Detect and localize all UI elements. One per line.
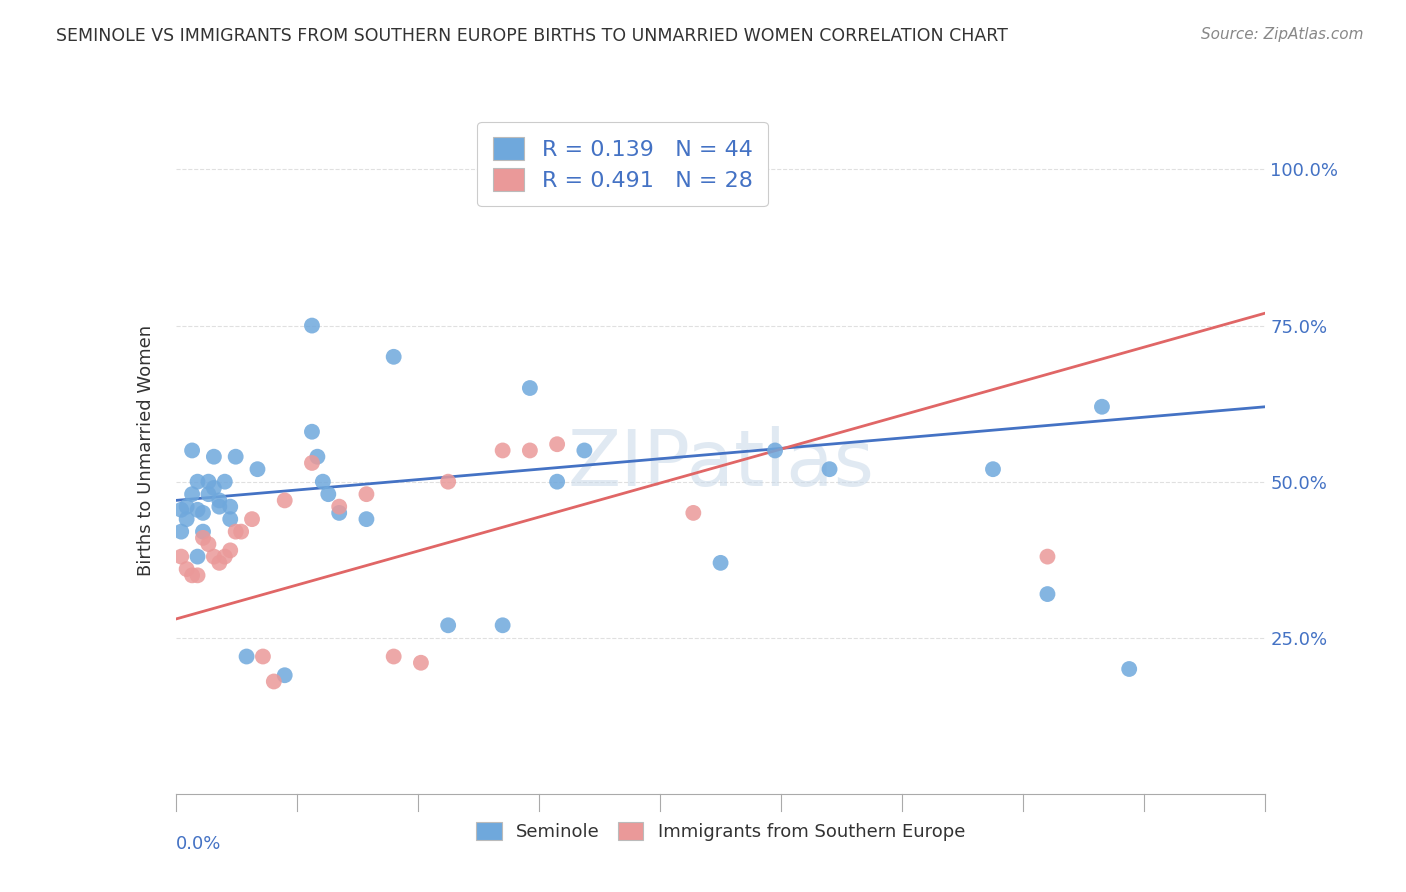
Point — [409, 656, 432, 670]
Text: SEMINOLE VS IMMIGRANTS FROM SOUTHERN EUROPE BIRTHS TO UNMARRIED WOMEN CORRELATIO: SEMINOLE VS IMMIGRANTS FROM SOUTHERN EUR… — [56, 27, 1008, 45]
Point — [208, 556, 231, 570]
Point — [231, 524, 253, 539]
Text: 0.0%: 0.0% — [176, 835, 221, 853]
Point — [186, 549, 209, 564]
Point — [382, 350, 405, 364]
Point — [328, 500, 350, 514]
Point — [225, 450, 247, 464]
Point — [176, 562, 198, 576]
Point — [356, 487, 378, 501]
Point — [240, 512, 263, 526]
Point — [710, 162, 733, 177]
Point — [214, 475, 236, 489]
Text: Source: ZipAtlas.com: Source: ZipAtlas.com — [1201, 27, 1364, 42]
Point — [301, 318, 323, 333]
Point — [235, 649, 257, 664]
Point — [274, 493, 297, 508]
Point — [763, 443, 786, 458]
Point — [191, 506, 214, 520]
Point — [197, 475, 219, 489]
Point — [202, 481, 225, 495]
Point — [492, 618, 515, 632]
Point — [546, 437, 568, 451]
Point — [574, 443, 596, 458]
Point — [181, 443, 204, 458]
Point — [437, 475, 460, 489]
Point — [437, 618, 460, 632]
Text: ZIPatlas: ZIPatlas — [567, 426, 875, 502]
Point — [981, 462, 1004, 476]
Point — [186, 568, 209, 582]
Point — [170, 524, 193, 539]
Point — [301, 425, 323, 439]
Point — [682, 506, 704, 520]
Point — [191, 524, 214, 539]
Point — [181, 568, 204, 582]
Point — [176, 512, 198, 526]
Point — [191, 531, 214, 545]
Point — [208, 500, 231, 514]
Point — [312, 475, 335, 489]
Point — [301, 456, 323, 470]
Point — [186, 475, 209, 489]
Point — [1118, 662, 1140, 676]
Point — [307, 450, 329, 464]
Legend: Seminole, Immigrants from Southern Europe: Seminole, Immigrants from Southern Europ… — [464, 809, 977, 854]
Point — [225, 524, 247, 539]
Point — [208, 493, 231, 508]
Point — [170, 503, 193, 517]
Point — [219, 543, 242, 558]
Point — [170, 549, 193, 564]
Point — [492, 443, 515, 458]
Point — [197, 537, 219, 551]
Point — [1036, 587, 1059, 601]
Point — [252, 649, 274, 664]
Point — [186, 503, 209, 517]
Point — [219, 500, 242, 514]
Y-axis label: Births to Unmarried Women: Births to Unmarried Women — [136, 325, 155, 576]
Point — [181, 487, 204, 501]
Point — [818, 462, 841, 476]
Point — [197, 487, 219, 501]
Point — [202, 549, 225, 564]
Point — [519, 381, 541, 395]
Point — [1091, 400, 1114, 414]
Point — [519, 443, 541, 458]
Point — [219, 512, 242, 526]
Point — [546, 475, 568, 489]
Point — [274, 668, 297, 682]
Point — [263, 674, 285, 689]
Point — [328, 506, 350, 520]
Point — [382, 649, 405, 664]
Point — [176, 500, 198, 514]
Point — [356, 512, 378, 526]
Point — [202, 450, 225, 464]
Point — [1036, 549, 1059, 564]
Point — [214, 549, 236, 564]
Point — [710, 556, 733, 570]
Point — [318, 487, 340, 501]
Point — [246, 462, 269, 476]
